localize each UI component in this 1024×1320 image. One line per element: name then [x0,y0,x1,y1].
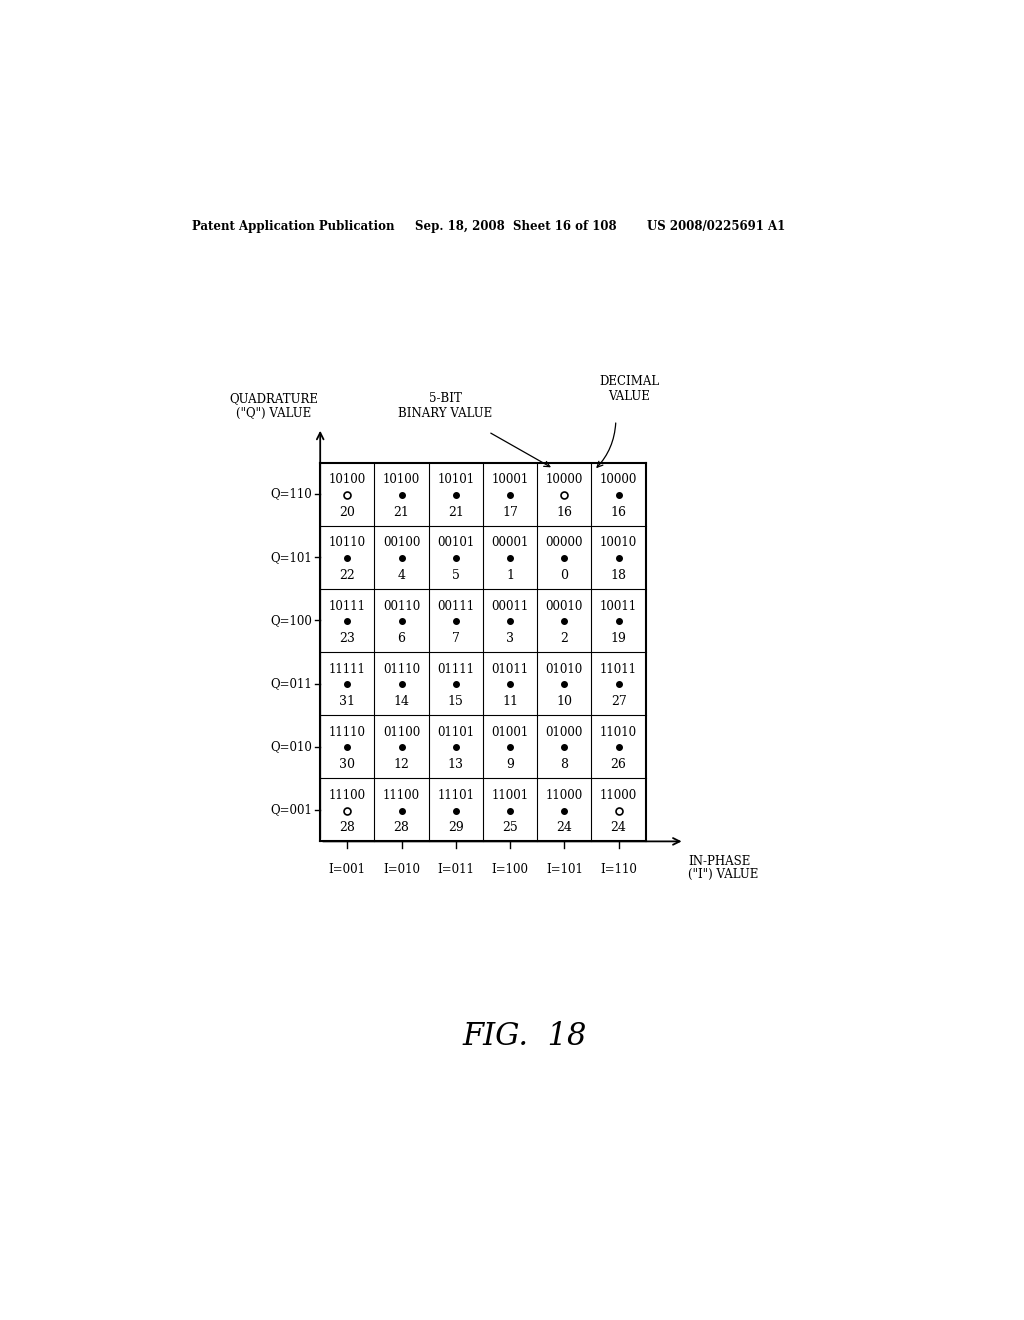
Text: 10100: 10100 [329,474,366,486]
Text: 25: 25 [502,821,518,834]
Text: 27: 27 [610,696,627,708]
Text: 20: 20 [339,506,355,519]
Text: 5: 5 [452,569,460,582]
Text: 13: 13 [447,758,464,771]
Text: 11001: 11001 [492,789,528,803]
Text: I=100: I=100 [492,863,528,876]
Text: 10000: 10000 [600,474,637,486]
Text: 24: 24 [610,821,627,834]
Text: 11000: 11000 [546,789,583,803]
Text: 11011: 11011 [600,663,637,676]
Text: I=001: I=001 [329,863,366,876]
Text: 00010: 00010 [546,599,583,612]
Text: Sep. 18, 2008  Sheet 16 of 108: Sep. 18, 2008 Sheet 16 of 108 [415,219,616,232]
Text: 23: 23 [339,632,355,645]
Text: 11101: 11101 [437,789,474,803]
Text: I=110: I=110 [600,863,637,876]
Text: 29: 29 [447,821,464,834]
Text: 9: 9 [506,758,514,771]
Text: 30: 30 [339,758,355,771]
Text: 12: 12 [393,758,410,771]
Text: 3: 3 [506,632,514,645]
Text: 11110: 11110 [329,726,366,739]
Text: 11100: 11100 [329,789,366,803]
Text: 11111: 11111 [329,663,366,676]
Text: DECIMAL
VALUE: DECIMAL VALUE [599,375,659,404]
Text: 00100: 00100 [383,536,420,549]
Text: Q=010: Q=010 [270,741,312,754]
Text: 21: 21 [447,506,464,519]
Text: 01111: 01111 [437,663,474,676]
Text: 10101: 10101 [437,474,474,486]
Text: I=011: I=011 [437,863,474,876]
Text: 00110: 00110 [383,599,420,612]
Text: 31: 31 [339,696,355,708]
Text: 28: 28 [393,821,410,834]
Text: 10: 10 [556,696,572,708]
Text: 10110: 10110 [329,536,366,549]
Text: US 2008/0225691 A1: US 2008/0225691 A1 [647,219,785,232]
Text: 01100: 01100 [383,726,420,739]
Text: Q=101: Q=101 [270,550,312,564]
Text: 24: 24 [556,821,572,834]
Text: 16: 16 [610,506,627,519]
Text: 11: 11 [502,696,518,708]
Text: 16: 16 [556,506,572,519]
Text: Q=001: Q=001 [270,804,312,816]
Text: 01110: 01110 [383,663,420,676]
Text: 10011: 10011 [600,599,637,612]
Text: 28: 28 [339,821,355,834]
Text: 14: 14 [393,696,410,708]
Text: 17: 17 [502,506,518,519]
Text: 01101: 01101 [437,726,474,739]
Text: I=101: I=101 [546,863,583,876]
Text: 19: 19 [610,632,627,645]
Text: 00000: 00000 [546,536,583,549]
Text: 00111: 00111 [437,599,474,612]
Text: 8: 8 [560,758,568,771]
Text: 0: 0 [560,569,568,582]
Text: 10010: 10010 [600,536,637,549]
Text: ("I") VALUE: ("I") VALUE [688,869,759,882]
Text: 10000: 10000 [546,474,583,486]
Text: 01010: 01010 [546,663,583,676]
Text: Q=011: Q=011 [270,677,312,690]
Text: 11100: 11100 [383,789,420,803]
Text: 00001: 00001 [492,536,528,549]
Text: I=010: I=010 [383,863,420,876]
Text: 18: 18 [610,569,627,582]
Text: Patent Application Publication: Patent Application Publication [191,219,394,232]
Text: 01001: 01001 [492,726,528,739]
Text: 01000: 01000 [546,726,583,739]
Text: 01011: 01011 [492,663,528,676]
Text: 21: 21 [393,506,410,519]
Text: 00011: 00011 [492,599,528,612]
Text: 11000: 11000 [600,789,637,803]
Text: IN-PHASE: IN-PHASE [688,855,751,869]
Text: 5-BIT
BINARY VALUE: 5-BIT BINARY VALUE [398,392,493,420]
Text: 10001: 10001 [492,474,528,486]
Text: 4: 4 [397,569,406,582]
Text: 10111: 10111 [329,599,366,612]
Text: 10100: 10100 [383,474,420,486]
Text: 2: 2 [560,632,568,645]
Text: 1: 1 [506,569,514,582]
Text: 6: 6 [397,632,406,645]
Text: Q=100: Q=100 [270,614,312,627]
Text: 11010: 11010 [600,726,637,739]
Text: QUADRATURE
("Q") VALUE: QUADRATURE ("Q") VALUE [229,392,318,420]
Text: 15: 15 [447,696,464,708]
Text: FIG.  18: FIG. 18 [463,1020,587,1052]
Text: Q=110: Q=110 [270,487,312,500]
Text: 22: 22 [339,569,355,582]
Text: 00101: 00101 [437,536,474,549]
Text: 26: 26 [610,758,627,771]
Text: 7: 7 [452,632,460,645]
